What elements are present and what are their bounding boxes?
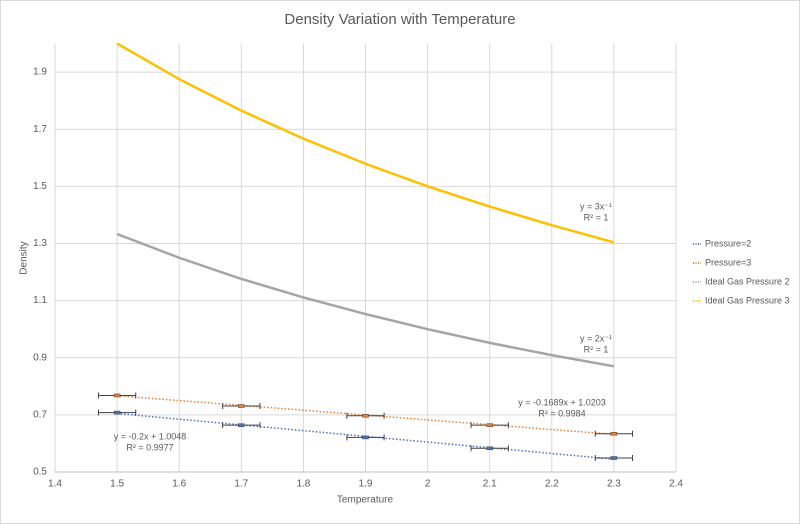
x-tick-label: 1.8	[296, 479, 310, 490]
curve	[116, 232, 615, 368]
point	[238, 423, 245, 427]
x-tick-label: 2	[425, 479, 431, 490]
trendline-equation: y = 3x⁻¹	[580, 201, 612, 211]
x-tick-label: 2.1	[483, 479, 497, 490]
x-tick-label: 1.9	[359, 479, 373, 490]
point	[486, 446, 493, 451]
y-tick-label: 0.7	[33, 410, 47, 421]
point	[610, 456, 618, 460]
y-tick-label: 0.9	[33, 352, 47, 363]
x-tick-label: 1.5	[110, 479, 124, 490]
y-tick-label: 1.3	[33, 238, 47, 249]
legend-label: Pressure=2	[705, 238, 751, 248]
x-tick-label: 1.7	[234, 479, 248, 490]
point	[610, 431, 618, 436]
point	[486, 423, 493, 427]
y-tick-label: 1.9	[33, 67, 47, 78]
y-tick-label: 1.1	[33, 295, 47, 306]
x-tick-label: 2.2	[545, 479, 559, 490]
x-tick-label: 2.4	[669, 479, 683, 490]
x-tick-label: 1.4	[48, 479, 62, 490]
legend-label: Pressure=3	[705, 257, 751, 267]
chart-title: Density Variation with Temperature	[284, 11, 515, 28]
trendline-r2: R² = 0.9984	[538, 408, 585, 418]
y-axis-label: Density	[19, 241, 30, 274]
x-axis-label: Temperature	[337, 495, 394, 506]
point	[113, 410, 121, 415]
trendline-equation: y = -0.2x + 1.0048	[114, 431, 187, 441]
point	[238, 404, 245, 408]
point	[362, 435, 369, 440]
trendline-equation: y = 2x⁻¹	[580, 333, 612, 343]
trendline-r2: R² = 1	[584, 344, 609, 354]
curve	[116, 42, 615, 244]
y-tick-label: 0.5	[33, 467, 47, 478]
point	[362, 413, 369, 418]
y-tick-label: 1.7	[33, 124, 47, 135]
trendline-r2: R² = 1	[584, 212, 609, 222]
y-tick-label: 1.5	[33, 181, 47, 192]
legend-label: Ideal Gas Pressure 2	[705, 276, 790, 286]
x-tick-label: 1.6	[172, 479, 186, 490]
legend-label: Ideal Gas Pressure 3	[705, 295, 790, 305]
x-tick-label: 2.3	[607, 479, 621, 490]
trendline-equation: y = -0.1689x + 1.0203	[518, 397, 606, 407]
trendline-r2: R² = 0.9977	[126, 442, 173, 452]
point	[113, 393, 121, 398]
